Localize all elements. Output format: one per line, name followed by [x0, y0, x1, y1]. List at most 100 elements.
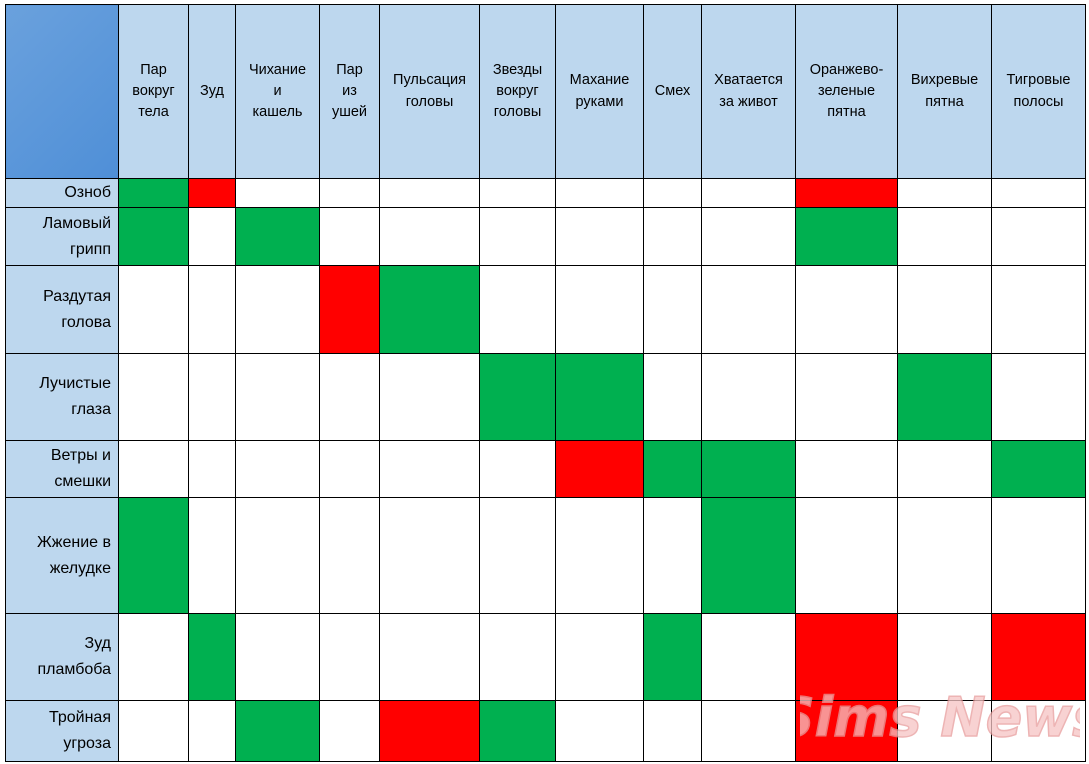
symptom-cell-empty — [991, 497, 1086, 614]
symptom-cell-empty — [555, 207, 644, 266]
row-header: Зуд пламбоба — [5, 613, 119, 701]
symptom-cell-empty — [643, 178, 702, 208]
symptom-cell-red — [795, 178, 898, 208]
symptom-cell-empty — [319, 207, 380, 266]
symptom-cell-green — [991, 440, 1086, 498]
symptom-cell-empty — [479, 497, 556, 614]
row-header: Ламовый грипп — [5, 207, 119, 266]
symptom-cell-empty — [235, 265, 320, 354]
symptom-cell-empty — [118, 353, 189, 441]
column-header: Звезды вокруг головы — [479, 4, 556, 179]
symptom-cell-empty — [701, 700, 796, 762]
symptom-cell-empty — [319, 440, 380, 498]
symptom-cell-green — [701, 497, 796, 614]
symptom-cell-empty — [479, 613, 556, 701]
symptom-cell-empty — [479, 440, 556, 498]
symptom-cell-empty — [795, 497, 898, 614]
symptom-cell-green — [479, 353, 556, 441]
symptom-cell-empty — [118, 265, 189, 354]
table-row: Ламовый грипп — [5, 207, 1086, 266]
header-row: Пар вокруг тела Зуд Чихание и кашель Пар из ушей П… — [5, 4, 1086, 179]
symptom-cell-empty — [479, 207, 556, 266]
symptom-cell-empty — [701, 265, 796, 354]
symptom-table: Пар вокруг тела Зуд Чихание и кашель Пар из ушей П… — [5, 4, 1086, 762]
symptom-cell-empty — [118, 700, 189, 762]
table-row: Озноб — [5, 178, 1086, 208]
symptom-cell-empty — [897, 613, 992, 701]
symptom-cell-empty — [379, 440, 480, 498]
symptom-cell-empty — [235, 440, 320, 498]
column-header: Хватается за живот — [701, 4, 796, 179]
symptom-cell-green — [555, 353, 644, 441]
symptom-cell-empty — [643, 207, 702, 266]
symptom-cell-empty — [991, 178, 1086, 208]
symptom-cell-empty — [897, 178, 992, 208]
column-header: Вихревые пятна — [897, 4, 992, 179]
symptom-cell-empty — [555, 700, 644, 762]
symptom-cell-empty — [555, 613, 644, 701]
symptom-cell-green — [235, 700, 320, 762]
column-header: Пар вокруг тела — [118, 4, 189, 179]
symptom-cell-red — [795, 700, 898, 762]
symptom-cell-green — [795, 207, 898, 266]
symptom-cell-empty — [991, 207, 1086, 266]
corner-cell — [5, 4, 119, 179]
symptom-cell-red — [555, 440, 644, 498]
symptom-cell-red — [319, 265, 380, 354]
symptom-cell-empty — [555, 497, 644, 614]
symptom-cell-red — [991, 613, 1086, 701]
symptom-cell-empty — [701, 613, 796, 701]
symptom-cell-green — [479, 700, 556, 762]
symptom-cell-empty — [897, 700, 992, 762]
table-row: Ветры и смешки — [5, 440, 1086, 498]
symptom-cell-empty — [795, 265, 898, 354]
symptom-cell-empty — [118, 440, 189, 498]
symptom-cell-red — [795, 613, 898, 701]
symptom-cell-empty — [479, 178, 556, 208]
symptom-cell-empty — [795, 353, 898, 441]
table-row: Тройная угроза — [5, 700, 1086, 762]
row-header: Лучистые глаза — [5, 353, 119, 441]
symptom-cell-empty — [991, 353, 1086, 441]
symptom-cell-empty — [188, 497, 236, 614]
symptom-cell-green — [118, 178, 189, 208]
symptom-cell-empty — [235, 178, 320, 208]
column-header: Пульсация головы — [379, 4, 480, 179]
symptom-cell-empty — [379, 497, 480, 614]
symptom-cell-empty — [643, 497, 702, 614]
symptom-cell-empty — [701, 207, 796, 266]
symptom-cell-empty — [188, 440, 236, 498]
symptom-cell-empty — [701, 353, 796, 441]
symptom-cell-green — [118, 207, 189, 266]
row-header: Ветры и смешки — [5, 440, 119, 498]
symptom-cell-empty — [235, 613, 320, 701]
symptom-cell-empty — [701, 178, 796, 208]
row-header: Озноб — [5, 178, 119, 208]
symptom-table-body: Пар вокруг тела Зуд Чихание и кашель Пар из ушей П… — [5, 4, 1086, 762]
row-header: Раздутая голова — [5, 265, 119, 354]
row-header: Тройная угроза — [5, 700, 119, 762]
symptom-cell-empty — [795, 440, 898, 498]
symptom-cell-empty — [897, 207, 992, 266]
symptom-cell-green — [897, 353, 992, 441]
column-header: Смех — [643, 4, 702, 179]
table-row: Лучистые глаза — [5, 353, 1086, 441]
symptom-cell-empty — [319, 497, 380, 614]
symptom-cell-empty — [319, 353, 380, 441]
symptom-cell-empty — [188, 353, 236, 441]
symptom-cell-empty — [897, 440, 992, 498]
symptom-cell-empty — [235, 497, 320, 614]
symptom-cell-empty — [555, 265, 644, 354]
symptom-cell-green — [118, 497, 189, 614]
symptom-cell-empty — [319, 700, 380, 762]
table-row: Раздутая голова — [5, 265, 1086, 354]
symptom-cell-red — [379, 700, 480, 762]
symptom-cell-empty — [897, 265, 992, 354]
column-header: Чихание и кашель — [235, 4, 320, 179]
symptom-cell-empty — [188, 265, 236, 354]
column-header: Оранжево-зеленые пятна — [795, 4, 898, 179]
table-row: Зуд пламбоба — [5, 613, 1086, 701]
symptom-cell-empty — [379, 207, 480, 266]
symptom-cell-empty — [479, 265, 556, 354]
column-header: Махание руками — [555, 4, 644, 179]
